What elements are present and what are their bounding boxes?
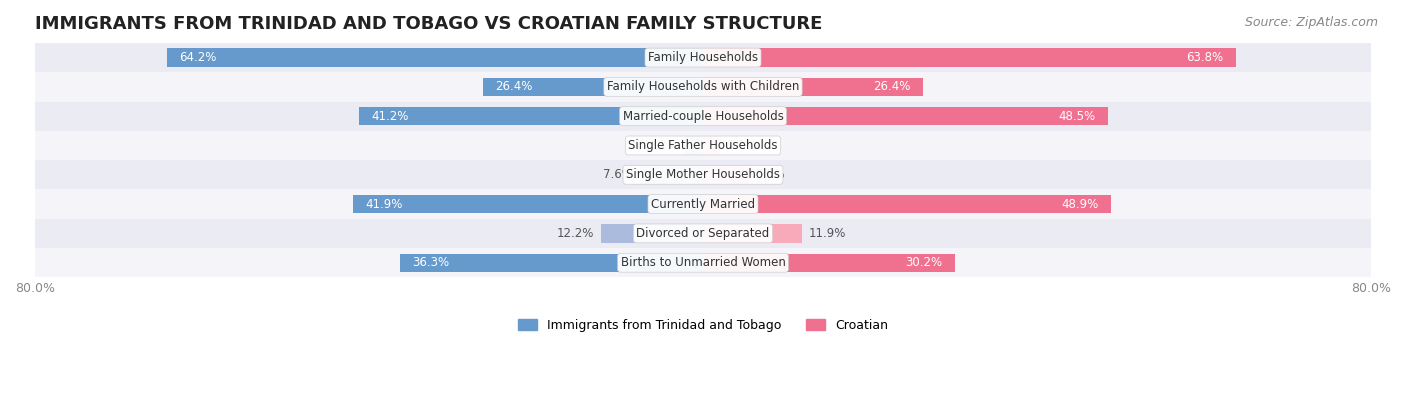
Text: 2.2%: 2.2% (648, 139, 678, 152)
Bar (353, 195, 703, 213)
Text: Source: ZipAtlas.com: Source: ZipAtlas.com (1244, 16, 1378, 29)
Text: 7.6%: 7.6% (603, 168, 633, 181)
Bar (640, 166, 703, 184)
Bar (399, 254, 703, 272)
Text: Divorced or Separated: Divorced or Separated (637, 227, 769, 240)
Text: Single Mother Households: Single Mother Households (626, 168, 780, 181)
Bar (167, 49, 703, 67)
Text: Single Father Households: Single Father Households (628, 139, 778, 152)
Bar (703, 254, 955, 272)
Text: 11.9%: 11.9% (808, 227, 846, 240)
Legend: Immigrants from Trinidad and Tobago, Croatian: Immigrants from Trinidad and Tobago, Cro… (513, 314, 893, 337)
Bar (35, 190, 1371, 219)
Text: IMMIGRANTS FROM TRINIDAD AND TOBAGO VS CROATIAN FAMILY STRUCTURE: IMMIGRANTS FROM TRINIDAD AND TOBAGO VS C… (35, 15, 823, 33)
Text: 36.3%: 36.3% (412, 256, 450, 269)
Bar (703, 107, 1108, 125)
Bar (35, 131, 1371, 160)
Bar (35, 160, 1371, 190)
Text: 41.9%: 41.9% (366, 198, 404, 211)
Text: 5.5%: 5.5% (755, 168, 785, 181)
Text: 64.2%: 64.2% (180, 51, 217, 64)
Bar (35, 248, 1371, 277)
Bar (35, 43, 1371, 72)
Bar (703, 224, 803, 243)
Text: Family Households: Family Households (648, 51, 758, 64)
Bar (703, 166, 749, 184)
Text: 2.1%: 2.1% (727, 139, 756, 152)
Text: 63.8%: 63.8% (1187, 51, 1223, 64)
Bar (703, 195, 1111, 213)
Bar (482, 78, 703, 96)
Text: 26.4%: 26.4% (495, 80, 533, 93)
Text: Family Households with Children: Family Households with Children (607, 80, 799, 93)
Bar (703, 136, 720, 154)
Bar (35, 219, 1371, 248)
Text: 30.2%: 30.2% (905, 256, 942, 269)
Text: 48.5%: 48.5% (1059, 110, 1095, 123)
Text: Births to Unmarried Women: Births to Unmarried Women (620, 256, 786, 269)
Bar (685, 136, 703, 154)
Bar (35, 102, 1371, 131)
Bar (703, 78, 924, 96)
Text: 48.9%: 48.9% (1062, 198, 1099, 211)
Text: Currently Married: Currently Married (651, 198, 755, 211)
Bar (703, 49, 1236, 67)
Bar (359, 107, 703, 125)
Bar (35, 72, 1371, 102)
Text: 26.4%: 26.4% (873, 80, 911, 93)
Bar (602, 224, 703, 243)
Text: 41.2%: 41.2% (371, 110, 409, 123)
Text: Married-couple Households: Married-couple Households (623, 110, 783, 123)
Text: 12.2%: 12.2% (557, 227, 595, 240)
